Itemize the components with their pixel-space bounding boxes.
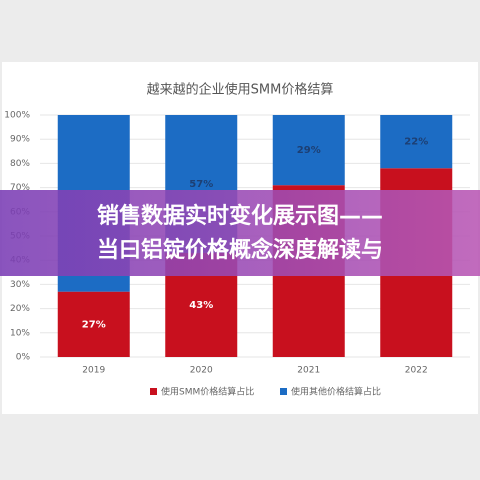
data-label: 29% [297, 145, 321, 156]
x-tick-label: 2019 [82, 366, 105, 376]
legend-swatch [150, 388, 157, 395]
banner-band [0, 190, 480, 276]
data-label: 57% [189, 179, 213, 190]
legend-label: 使用SMM价格结算占比 [161, 386, 254, 398]
x-tick-label: 2020 [190, 366, 213, 376]
x-tick-label: 2021 [297, 366, 320, 376]
x-tick-label: 2022 [405, 366, 428, 376]
bar-segment [57, 291, 130, 357]
banner: 销售数据实时变化展示图—— 当曰铝锭价格概念深度解读与 [0, 190, 480, 276]
data-label: 27% [82, 319, 106, 330]
banner-line: 销售数据实时变化展示图—— [97, 203, 383, 229]
legend-swatch [280, 388, 287, 395]
bar-segment [380, 115, 453, 169]
y-tick-label: 80% [10, 159, 30, 169]
chart-title: 越来越的企业使用SMM价格结算 [147, 82, 334, 98]
y-tick-label: 90% [10, 135, 30, 145]
data-label: 22% [404, 137, 428, 148]
bar-segment [272, 115, 345, 186]
y-tick-label: 0% [16, 353, 31, 363]
y-tick-label: 20% [10, 304, 30, 314]
y-tick-label: 70% [10, 183, 30, 193]
legend-label: 使用其他价格结算占比 [291, 386, 381, 398]
data-label: 43% [189, 300, 213, 311]
banner-line: 当曰铝锭价格概念深度解读与 [97, 237, 383, 263]
y-tick-label: 100% [4, 111, 30, 121]
y-tick-label: 30% [10, 280, 30, 290]
y-tick-label: 10% [10, 328, 30, 338]
